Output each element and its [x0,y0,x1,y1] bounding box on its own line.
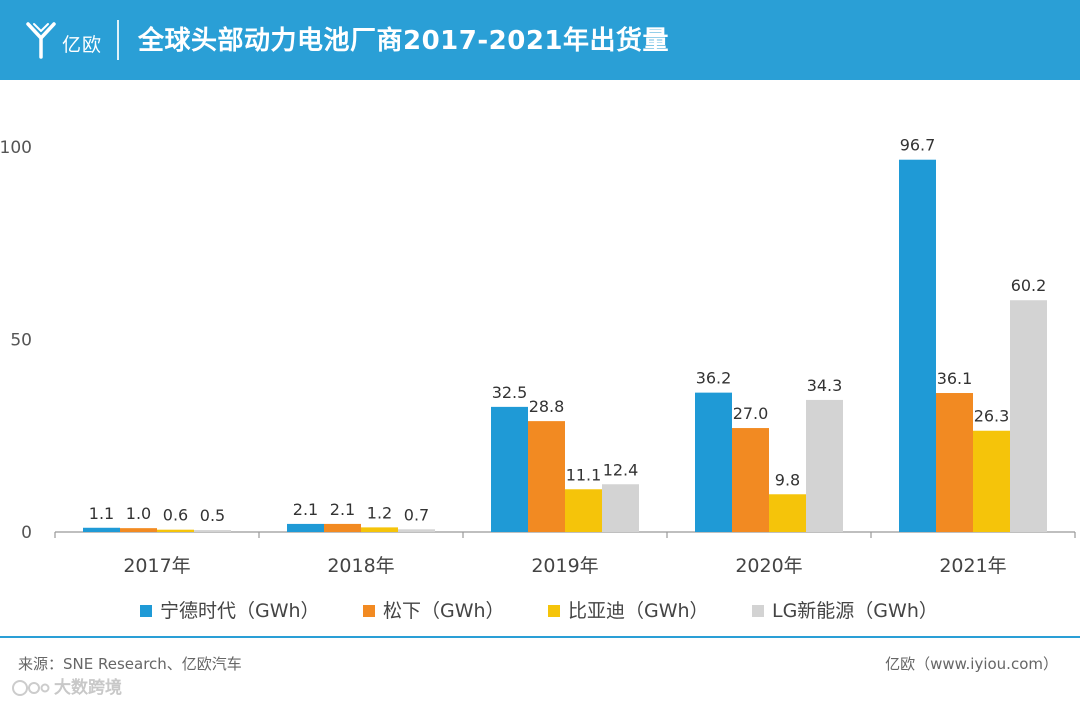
legend-label-panasonic: 松下（GWh） [383,600,505,622]
legend-swatch-byd [548,605,560,617]
bar [491,406,528,532]
y-tick-label: 100 [0,138,32,158]
bar-value-label: 11.1 [566,465,602,484]
bar [565,489,602,532]
watermark-logo-icon [12,680,50,696]
bar-value-label: 1.1 [89,504,114,523]
bar-value-label: 60.2 [1011,276,1047,295]
bar [899,159,936,532]
bar [120,528,157,532]
bar [936,393,973,532]
yiou-logo-icon [26,22,56,59]
y-axis: 0 50 100 [0,138,32,543]
bar [194,530,231,532]
bar [695,392,732,532]
x-tick-label: 2017年 [123,555,190,577]
x-tick-label: 2021年 [939,555,1006,577]
bar-value-label: 32.5 [492,383,528,402]
header-divider [117,20,119,60]
bar-value-label: 26.3 [974,407,1010,426]
bar [157,529,194,532]
bar [324,523,361,532]
legend-swatch-catl [140,605,152,617]
bar-value-label: 2.1 [293,500,318,519]
bar-value-label: 0.6 [163,506,188,525]
x-tick-label: 2018年 [327,555,394,577]
bar-value-label: 0.5 [200,506,225,525]
legend-swatch-panasonic [363,605,375,617]
x-axis-labels: 2017年 2018年 2019年 2020年 2021年 [123,555,1006,577]
bar-value-label: 0.7 [404,505,429,524]
credit-note: 亿欧（www.iyiou.com） [885,655,1058,673]
bar-value-label: 9.8 [775,470,800,489]
legend-swatch-lg [752,605,764,617]
legend-label-byd: 比亚迪（GWh） [568,600,709,622]
bar [361,527,398,532]
logo-text: 亿欧 [62,34,103,56]
bar-value-label: 28.8 [529,397,565,416]
bar-marks [83,159,1047,532]
bar-value-labels: 1.1 1.0 0.6 0.5 2.1 2.1 1.2 0.7 32.528.8 11.1 12.4… [89,136,1047,525]
source-note: 来源：SNE Research、亿欧汽车 [18,655,242,673]
bar [806,399,843,532]
bar-value-label: 12.4 [603,460,639,479]
legend-label-catl: 宁德时代（GWh） [160,600,320,622]
header-bar: 亿欧 全球头部动力电池厂商2017-2021年出货量 [0,0,1080,80]
bar-value-label: 34.3 [807,376,843,395]
x-tick-label: 2019年 [531,555,598,577]
bar-value-label: 1.0 [126,504,151,523]
bar-value-label: 36.1 [937,369,973,388]
bar-value-label: 2.1 [330,500,355,519]
x-axis-ticks [54,532,1076,538]
x-tick-label: 2020年 [735,555,802,577]
bar [528,421,565,532]
bar [602,484,639,532]
bar [1010,300,1047,532]
bar-value-label: 27.0 [733,404,769,423]
footer-divider [0,636,1080,638]
bar [83,527,120,532]
legend-label-lg: LG新能源（GWh） [772,600,938,622]
bar [287,523,324,532]
y-tick-label: 0 [21,523,32,543]
watermark-text: 大数跨境 [54,678,122,698]
bar-value-label: 36.2 [696,369,732,388]
bar [732,428,769,532]
bar-value-label: 96.7 [900,136,936,155]
y-tick-label: 50 [10,331,32,351]
chart-legend: 宁德时代（GWh） 松下（GWh） 比亚迪（GWh） LG新能源（GWh） [0,597,1080,627]
bar-value-label: 1.2 [367,503,392,522]
bar [973,430,1010,532]
chart-title: 全球头部动力电池厂商2017-2021年出货量 [138,26,670,56]
bar [398,529,435,532]
bar [769,494,806,532]
